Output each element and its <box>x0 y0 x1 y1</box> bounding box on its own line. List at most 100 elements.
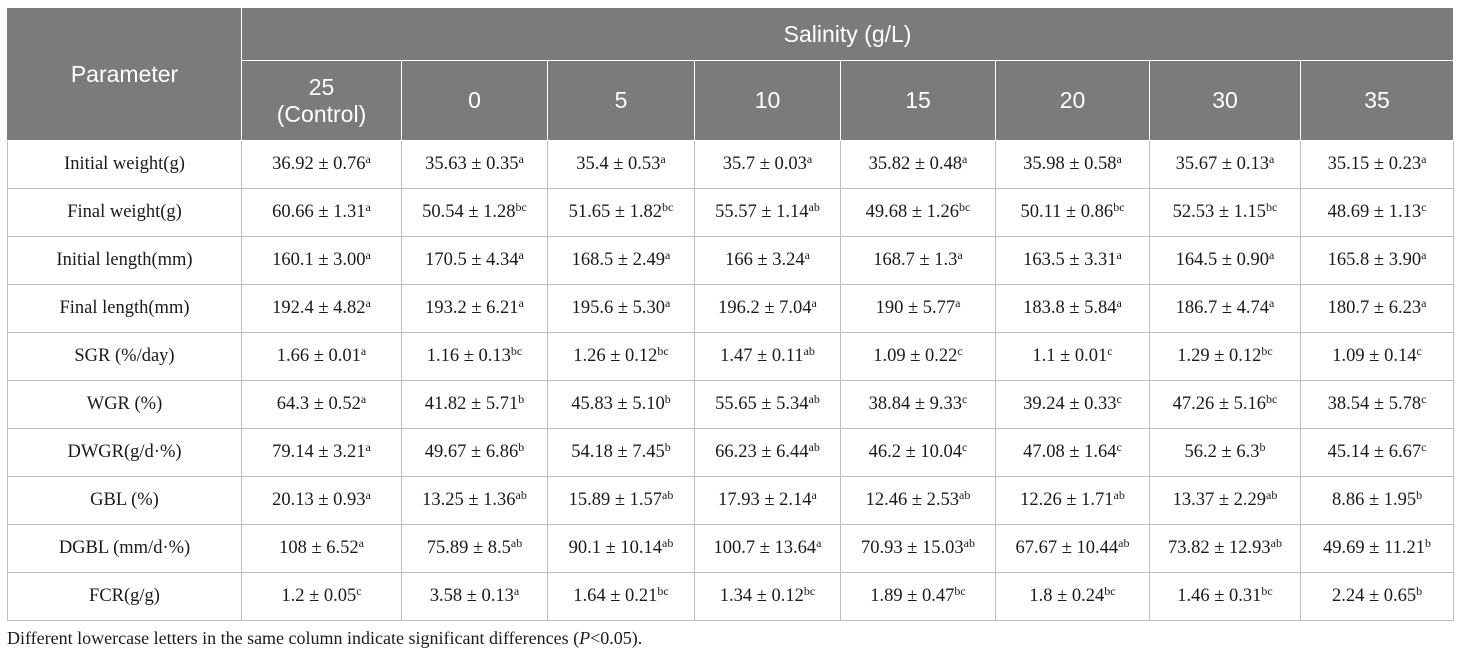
table-cell: 170.5 ± 4.34a <box>401 236 548 285</box>
cell-value: 70.93 ± 15.03 <box>861 538 964 558</box>
table-cell: 79.14 ± 3.21a <box>241 428 402 477</box>
cell-value: 1.66 ± 0.01 <box>276 346 361 366</box>
cell-value: 195.6 ± 5.30 <box>571 298 666 318</box>
cell-value: 1.8 ± 0.24 <box>1029 586 1105 606</box>
significance-letter: bc <box>1266 392 1278 406</box>
significance-letter: c <box>1421 200 1427 214</box>
table-cell: 38.54 ± 5.78c <box>1299 380 1455 429</box>
significance-letter: c <box>1421 392 1427 406</box>
table-cell: 45.14 ± 6.67c <box>1299 428 1455 477</box>
significance-letter: ab <box>510 536 523 550</box>
significance-letter: b <box>518 440 525 454</box>
significance-letter: ab <box>662 536 674 550</box>
table-cell: 1.26 ± 0.12bc <box>547 332 695 381</box>
table-cell: 100.7 ± 13.64a <box>694 524 841 573</box>
table-cell: 1.29 ± 0.12bc <box>1149 332 1301 381</box>
cell-value: 180.7 ± 6.23 <box>1327 298 1422 318</box>
significance-letter: c <box>962 392 968 406</box>
table-cell: 49.67 ± 6.86b <box>401 428 548 477</box>
table-cell: 186.7 ± 4.74a <box>1149 284 1301 333</box>
table-cell: 168.7 ± 1.3a <box>840 236 996 285</box>
significance-letter: bc <box>1266 200 1278 214</box>
table-cell: 1.46 ± 0.31bc <box>1149 572 1301 621</box>
table-cell: 67.67 ± 10.44ab <box>995 524 1150 573</box>
significance-letter: a <box>811 296 817 310</box>
table-cell: 190 ± 5.77a <box>840 284 996 333</box>
significance-letter: ab <box>1118 536 1130 550</box>
table-cell: 56.2 ± 6.3b <box>1149 428 1301 477</box>
significance-letter: a <box>665 296 671 310</box>
cell-value: 46.2 ± 10.04 <box>868 442 963 462</box>
significance-letter: bc <box>954 584 966 598</box>
table-cell: 73.82 ± 12.93ab <box>1149 524 1301 573</box>
table-cell: 1.09 ± 0.14c <box>1299 332 1455 381</box>
salinity-column-header: 10 <box>694 60 841 141</box>
cell-value: 17.93 ± 2.14 <box>718 490 812 510</box>
significance-letter: a <box>660 152 666 166</box>
table-cell: 17.93 ± 2.14a <box>694 476 841 525</box>
column-header-value: 0 <box>468 87 481 113</box>
cell-value: 48.69 ± 1.13 <box>1327 202 1422 222</box>
significance-letter: a <box>955 296 961 310</box>
table-cell: 90.1 ± 10.14ab <box>547 524 695 573</box>
significance-letter: b <box>518 392 525 406</box>
table-row: GBL (%) 20.13 ± 0.93a 13.25 ± 1.36ab 15.89 … <box>7 476 1455 525</box>
cell-value: 38.54 ± 5.78 <box>1327 394 1422 414</box>
table-cell: 55.57 ± 1.14ab <box>694 188 841 237</box>
significance-letter: b <box>1425 536 1432 550</box>
cell-value: 160.1 ± 3.00 <box>272 250 366 270</box>
significance-letter: a <box>365 440 371 454</box>
significance-letter: c <box>1107 344 1113 358</box>
table-row: Final length(mm) 192.4 ± 4.82a 193.2 ± 6.2… <box>7 284 1455 333</box>
table-cell: 50.54 ± 1.28bc <box>401 188 548 237</box>
table-cell: 168.5 ± 2.49a <box>547 236 695 285</box>
header-row-columns: 25 (Control) 0 5 10 15 20 30 35 <box>8 60 1455 141</box>
table-cell: 38.84 ± 9.33c <box>840 380 996 429</box>
table-cell: 51.65 ± 1.82bc <box>547 188 695 237</box>
parameter-header: Parameter <box>7 7 242 141</box>
table-cell: 12.26 ± 1.71ab <box>995 476 1150 525</box>
significance-letter: a <box>1116 248 1122 262</box>
table-cell: 35.63 ± 0.35a <box>401 140 548 189</box>
cell-value: 51.65 ± 1.82 <box>568 202 663 222</box>
table-cell: 1.2 ± 0.05c <box>241 572 402 621</box>
cell-value: 75.89 ± 8.5 <box>426 538 511 558</box>
significance-letter: c <box>1116 440 1122 454</box>
cell-value: 13.37 ± 2.29 <box>1172 490 1267 510</box>
cell-value: 64.3 ± 0.52 <box>276 394 361 414</box>
significance-letter: b <box>1416 488 1423 502</box>
cell-value: 52.53 ± 1.15 <box>1172 202 1267 222</box>
salinity-column-header: 5 <box>547 60 695 141</box>
significance-letter: bc <box>1113 200 1125 214</box>
cell-value: 35.63 ± 0.35 <box>425 154 519 174</box>
table-cell: 1.89 ± 0.47bc <box>840 572 996 621</box>
table-cell: 12.46 ± 2.53ab <box>840 476 996 525</box>
cell-value: 108 ± 6.52 <box>279 538 359 558</box>
significance-letter: ab <box>515 488 527 502</box>
cell-value: 168.5 ± 2.49 <box>571 250 666 270</box>
cell-value: 15.89 ± 1.57 <box>568 490 663 510</box>
significance-letter: a <box>365 248 371 262</box>
row-label: GBL (%) <box>7 476 242 525</box>
cell-value: 170.5 ± 4.34 <box>425 250 519 270</box>
salinity-column-header: 15 <box>840 60 996 141</box>
table-cell: 1.16 ± 0.13bc <box>401 332 548 381</box>
row-label: Final weight(g) <box>7 188 242 237</box>
table-cell: 160.1 ± 3.00a <box>241 236 402 285</box>
cell-value: 49.69 ± 11.21 <box>1323 538 1426 558</box>
cell-value: 36.92 ± 0.76 <box>272 154 366 174</box>
cell-value: 38.84 ± 9.33 <box>868 394 963 414</box>
column-header-note: (Control) <box>276 100 367 127</box>
table-cell: 192.4 ± 4.82a <box>241 284 402 333</box>
cell-value: 168.7 ± 1.3 <box>873 250 958 270</box>
cell-value: 35.67 ± 0.13 <box>1175 154 1270 174</box>
significance-letter: a <box>365 488 371 502</box>
cell-value: 1.16 ± 0.13 <box>426 346 511 366</box>
row-label: DWGR(g/d·%) <box>7 428 242 477</box>
significance-letter: a <box>1116 296 1122 310</box>
significance-letter: a <box>1269 248 1275 262</box>
footnote-text-before: Different lowercase letters in the same … <box>7 628 580 648</box>
table-cell: 35.7 ± 0.03a <box>694 140 841 189</box>
cell-value: 12.26 ± 1.71 <box>1020 490 1114 510</box>
significance-letter: a <box>365 152 371 166</box>
